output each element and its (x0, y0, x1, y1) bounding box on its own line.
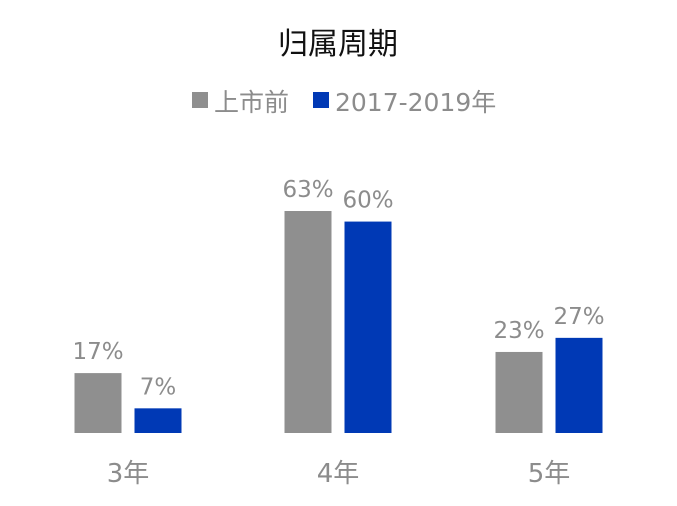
x-tick-label-2: 5年 (528, 459, 571, 489)
data-label-1-series-1: 60% (342, 188, 393, 214)
bar-group-1: 63% 60% 4年 (282, 177, 393, 489)
bar-1-series-1 (344, 221, 392, 433)
data-label-0-series-1: 7% (140, 374, 177, 400)
bar-2-series-0 (495, 351, 543, 433)
bar-group-0: 17% 7% 3年 (72, 339, 182, 489)
x-tick-label-1: 4年 (317, 459, 360, 489)
x-tick-label-0: 3年 (107, 459, 150, 489)
bar-1-series-0 (284, 211, 332, 433)
bar-0-series-0 (74, 373, 122, 433)
legend-swatch-series-0 (192, 92, 208, 108)
data-label-0-series-0: 17% (72, 339, 123, 365)
legend: 上市前 2017-2019年 (192, 88, 496, 117)
plot-area: 17% 7% 3年 63% 60% 4年 23% 27% 5年 (72, 177, 604, 489)
chart-title: 归属周期 (278, 27, 398, 62)
data-label-2-series-1: 27% (553, 304, 604, 330)
bar-0-series-1 (134, 408, 182, 433)
legend-item-series-1: 2017-2019年 (313, 88, 496, 117)
legend-swatch-series-1 (313, 92, 329, 108)
bar-group-2: 23% 27% 5年 (493, 304, 604, 489)
data-label-1-series-0: 63% (282, 177, 333, 203)
data-label-2-series-0: 23% (493, 318, 544, 344)
legend-label-series-0: 上市前 (214, 88, 289, 117)
bar-2-series-1 (555, 337, 603, 433)
legend-item-series-0: 上市前 (192, 88, 289, 117)
legend-label-series-1: 2017-2019年 (335, 88, 496, 117)
